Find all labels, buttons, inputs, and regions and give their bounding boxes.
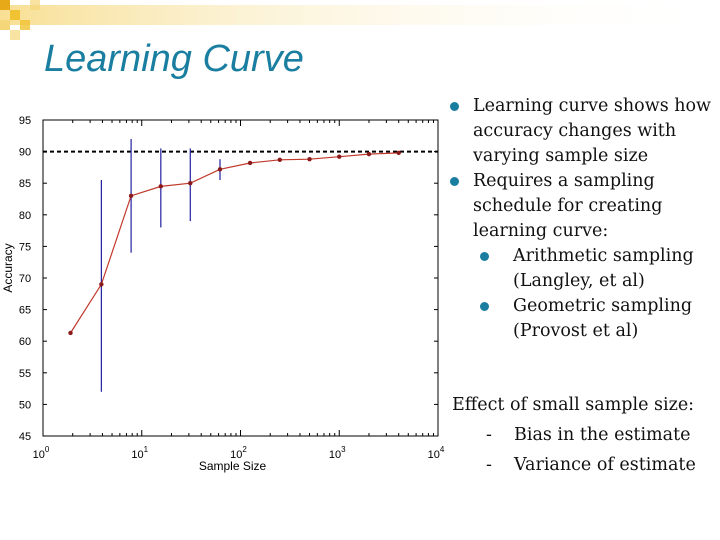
dash-marker: -: [486, 455, 492, 475]
sub-bullet-item: Geometric sampling (Provost et al): [450, 294, 720, 344]
bullet-list: Learning curve shows how accuracy change…: [450, 94, 720, 344]
bullet-text: Requires a sampling schedule for creatin…: [473, 171, 663, 241]
effect-item: - Bias in the estimate: [452, 420, 720, 450]
effect-section: Effect of small sample size: - Bias in t…: [452, 390, 720, 480]
y-axis-label: Accuracy: [1, 243, 15, 292]
bullet-item: Requires a sampling schedule for creatin…: [450, 169, 720, 244]
sub-bullet-text: Arithmetic sampling (Langley, et al): [513, 246, 694, 291]
bullet-text: Learning curve shows how accuracy change…: [473, 96, 712, 166]
y-tick-label: 55: [19, 368, 31, 380]
y-tick-label: 60: [19, 336, 31, 348]
y-tick-label: 65: [19, 305, 31, 317]
data-point: [247, 160, 253, 166]
corner-decoration: [0, 0, 720, 40]
effect-item-text: Bias in the estimate: [514, 425, 691, 445]
effect-heading: Effect of small sample size:: [452, 395, 695, 415]
data-point: [128, 193, 134, 199]
slide-title: Learning Curve: [44, 38, 304, 80]
bullet-dot-icon: [480, 302, 489, 311]
y-tick-label: 95: [19, 115, 31, 127]
x-tick-label: 102: [230, 445, 247, 461]
x-tick-label: 104: [428, 445, 445, 461]
y-tick-label: 90: [19, 147, 31, 159]
y-tick-label: 45: [19, 431, 31, 443]
learning-curve-chart: 45 50 55 60 65 70 75 80 85 90 95 100 101 102 103 104 Sam…: [1, 115, 445, 473]
data-point: [366, 151, 372, 157]
bullet-item: Learning curve shows how accuracy change…: [450, 94, 720, 169]
x-tick-label: 100: [33, 445, 50, 461]
sub-bullet-item: Arithmetic sampling (Langley, et al): [450, 244, 720, 294]
y-tick-label: 70: [19, 273, 31, 285]
data-point: [307, 156, 312, 162]
data-point: [188, 181, 193, 186]
x-axis-label: Sample Size: [199, 459, 267, 473]
plot-frame: [42, 119, 439, 437]
data-point: [277, 157, 282, 163]
x-tick-label: 103: [329, 445, 346, 461]
series-line: [69, 152, 399, 334]
bullet-dot-icon: [450, 102, 459, 111]
data-point: [158, 184, 164, 189]
dash-marker: -: [486, 425, 492, 445]
sub-bullet-text: Geometric sampling (Provost et al): [513, 296, 693, 341]
y-tick-label: 50: [19, 399, 31, 411]
y-tick-label: 80: [19, 210, 31, 222]
bullet-dot-icon: [480, 252, 489, 261]
effect-item: - Variance of estimate: [452, 450, 720, 480]
x-tick-label: 101: [131, 445, 148, 461]
data-point: [68, 330, 73, 336]
y-tick-label: 75: [19, 241, 31, 253]
data-point: [396, 150, 401, 156]
data-point: [337, 154, 342, 159]
data-point: [99, 282, 104, 287]
bullet-dot-icon: [450, 177, 459, 186]
y-tick-label: 85: [19, 178, 31, 190]
data-point: [217, 167, 223, 172]
effect-item-text: Variance of estimate: [514, 455, 696, 475]
